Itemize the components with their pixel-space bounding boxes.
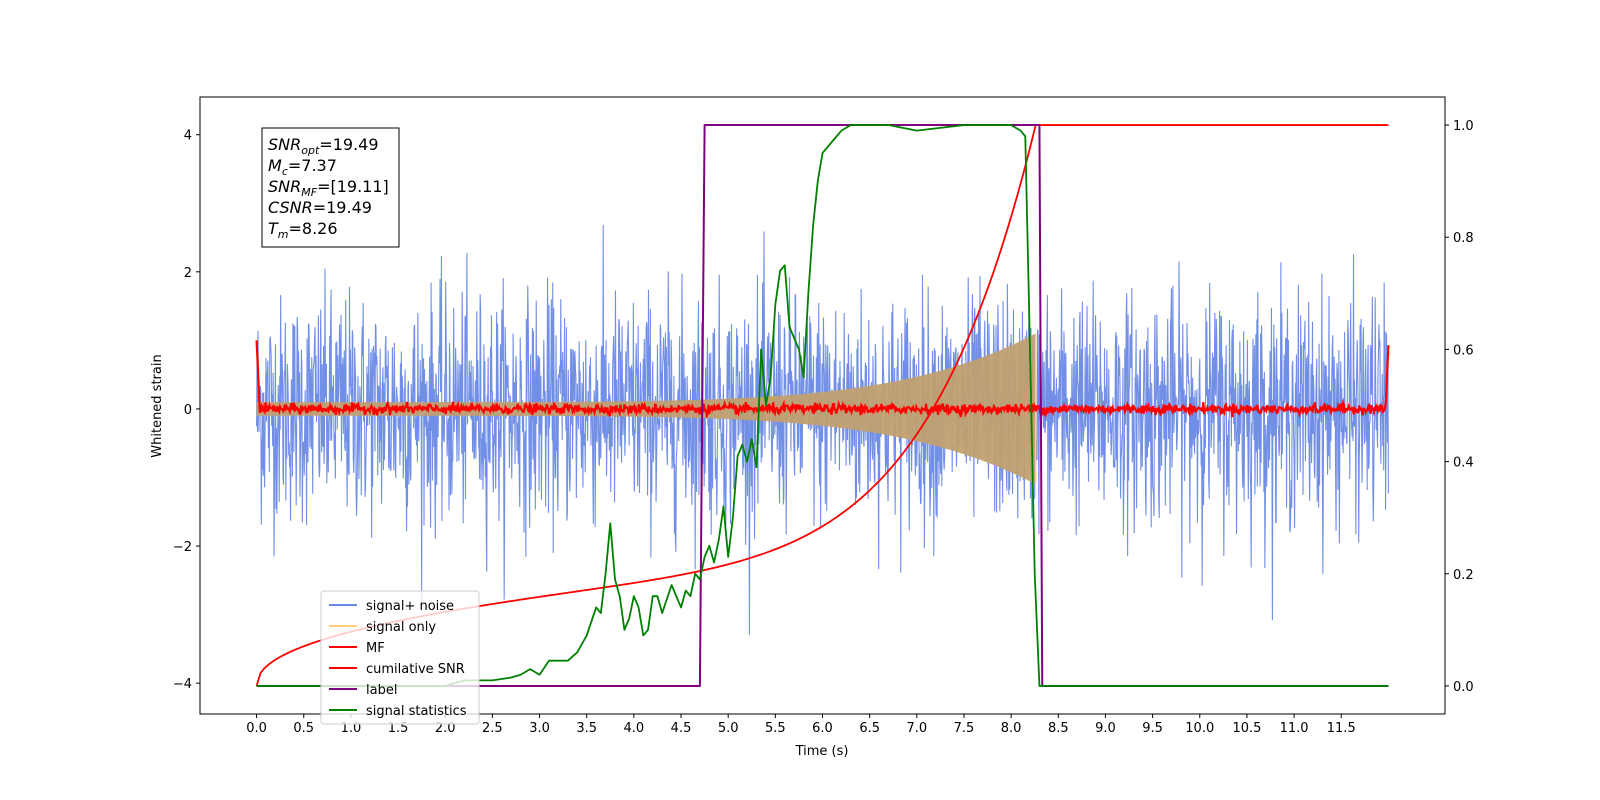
- annotation-box: SNRopt=19.49Mc=7.37SNRMF=[19.11]CSNR=19.…: [261, 127, 400, 248]
- annotation-subscript: opt: [301, 144, 320, 157]
- y2-tick-label: 0.4: [1453, 456, 1474, 471]
- annotation-subscript: m: [278, 228, 289, 241]
- legend-frame: [320, 590, 480, 725]
- x-tick-label: 9.0: [1095, 721, 1116, 736]
- annotation-symbol: T: [268, 219, 279, 238]
- annotation-value: =[19.11]: [317, 177, 389, 196]
- x-tick-label: 8.5: [1048, 721, 1069, 736]
- annotation-line: Mc=7.37: [268, 156, 337, 178]
- x-tick-label: 11.0: [1280, 721, 1309, 736]
- legend-label: signal statistics: [366, 704, 467, 719]
- legend-label: signal only: [366, 620, 436, 635]
- x-tick-label: 2.5: [482, 721, 503, 736]
- annotation-value: =19.49: [313, 198, 372, 217]
- x-tick-label: 6.5: [859, 721, 880, 736]
- y-axis-label: Whitened strain: [150, 354, 165, 457]
- series-mf: [255, 340, 1390, 420]
- y-axis-right: 0.0 0.2 0.4 0.6 0.8 1.0: [1445, 119, 1474, 695]
- y2-tick-label: 0.8: [1453, 231, 1474, 246]
- x-tick-label: 8.0: [1001, 721, 1022, 736]
- x-tick-label: 3.5: [576, 721, 597, 736]
- x-tick-label: 5.5: [765, 721, 786, 736]
- annotation-value: =19.49: [319, 135, 378, 154]
- annotation-symbol: M: [268, 156, 282, 175]
- x-tick-label: 10.5: [1232, 721, 1261, 736]
- y-tick-label: 4: [184, 129, 192, 144]
- y-tick-label: −2: [173, 540, 192, 555]
- y-tick-label: 0: [184, 403, 192, 418]
- x-tick-label: 3.0: [529, 721, 550, 736]
- series-layer: [255, 124, 1390, 687]
- x-axis-label: Time (s): [795, 744, 849, 759]
- x-tick-label: 1.0: [341, 721, 362, 736]
- series-signal-noise: [256, 224, 1389, 635]
- x-tick-label: 9.5: [1142, 721, 1163, 736]
- y-tick-label: 2: [184, 266, 192, 281]
- legend-label: label: [366, 683, 397, 698]
- x-tick-label: 2.0: [435, 721, 456, 736]
- y-axis-left: −4 −2 0 2 4: [173, 129, 200, 692]
- annotation-line: Tm=8.26: [268, 219, 338, 241]
- x-tick-label: 7.5: [954, 721, 975, 736]
- y-tick-label: −4: [173, 677, 192, 692]
- annotation-line: SNRopt=19.49: [268, 135, 379, 157]
- annotation-symbol: CSNR: [268, 198, 313, 217]
- annotation-subscript: c: [282, 165, 288, 178]
- annotation-frame: [261, 127, 400, 248]
- annotation-subscript: MF: [301, 186, 317, 199]
- x-tick-label: 7.0: [906, 721, 927, 736]
- annotation-value: =8.26: [289, 219, 338, 238]
- y2-tick-label: 0.6: [1453, 343, 1474, 358]
- x-tick-label: 4.0: [624, 721, 645, 736]
- legend-label: cumilative SNR: [366, 662, 465, 677]
- annotation-line: CSNR=19.49: [268, 198, 372, 217]
- annotation-symbol: SNR: [268, 135, 301, 154]
- x-tick-label: 11.5: [1327, 721, 1356, 736]
- x-axis: 0.0 0.5 1.0 1.5 2.0 2.5 3.0 3.5 4.0 4.5 5.0 5.5 6.0 6…: [246, 714, 1356, 736]
- x-tick-label: 4.5: [671, 721, 692, 736]
- x-tick-label: 0.5: [293, 721, 314, 736]
- x-tick-label: 10.0: [1185, 721, 1214, 736]
- y2-tick-label: 0.2: [1453, 568, 1474, 583]
- legend-label: MF: [366, 641, 385, 656]
- y2-tick-label: 1.0: [1453, 119, 1474, 134]
- x-tick-label: 0.0: [246, 721, 267, 736]
- x-tick-label: 5.0: [718, 721, 739, 736]
- legend: signal+ noise signal only MF cumilative SNR…: [320, 590, 480, 725]
- x-tick-label: 6.0: [812, 721, 833, 736]
- annotation-line: SNRMF=[19.11]: [268, 177, 389, 199]
- legend-label: signal+ noise: [366, 599, 454, 614]
- x-tick-label: 1.5: [388, 721, 409, 736]
- series-signal-statistics: [256, 124, 1389, 687]
- y2-tick-label: 0.0: [1453, 680, 1474, 695]
- annotation-symbol: SNR: [268, 177, 301, 196]
- annotation-value: =7.37: [288, 156, 337, 175]
